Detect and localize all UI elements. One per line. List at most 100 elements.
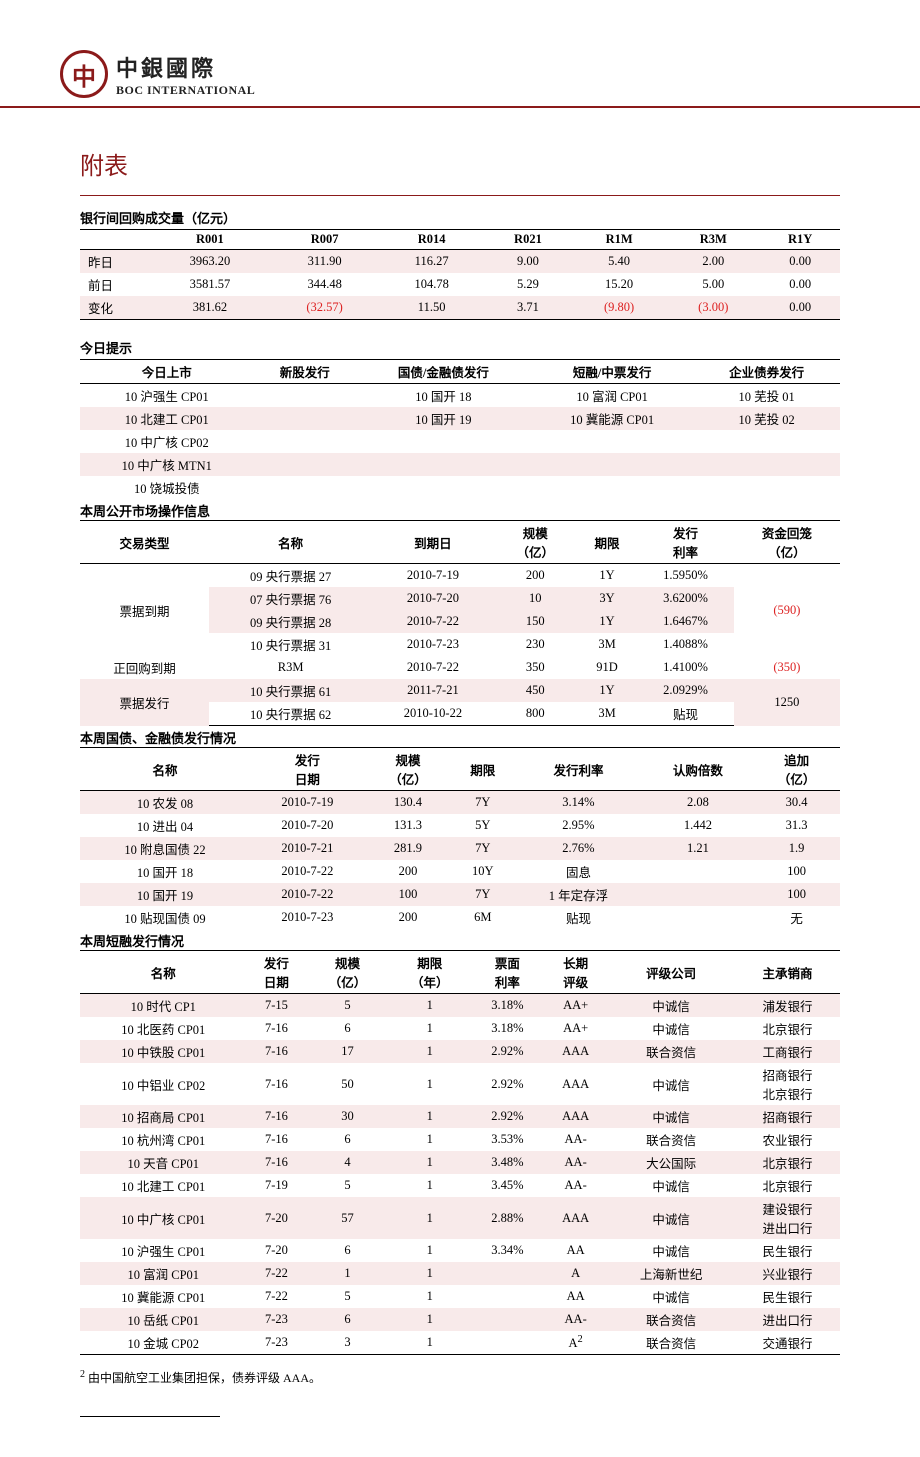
logo-text-en: BOC INTERNATIONAL	[116, 83, 255, 98]
cell: 381.62	[150, 296, 270, 320]
cell: 450	[494, 679, 577, 702]
cell	[254, 430, 356, 453]
row-label: 变化	[80, 296, 150, 320]
cell: 344.48	[270, 273, 380, 296]
cell: A2	[544, 1331, 608, 1355]
table-row: 10 国开 182010-7-2220010Y固息100	[80, 860, 840, 883]
cell: 3581.57	[150, 273, 270, 296]
cell: 10 中广核 MTN1	[80, 453, 254, 476]
omo-type: 票据到期	[80, 564, 209, 657]
logo: 中 中銀國際 BOC INTERNATIONAL	[60, 50, 255, 98]
cell: 10 中铁股 CP01	[80, 1040, 247, 1063]
row-label: 前日	[80, 273, 150, 296]
cell: AA+	[544, 994, 608, 1018]
cell: 1	[389, 1017, 471, 1040]
cell: 1	[389, 1308, 471, 1331]
cell: 10 杭州湾 CP01	[80, 1128, 247, 1151]
cell: 北京银行	[735, 1151, 840, 1174]
table-row: 10 北建工 CP0110 国开 1910 冀能源 CP0110 芜投 02	[80, 407, 840, 430]
bond-col: 名称	[80, 748, 250, 791]
omo-recall: (350)	[734, 656, 840, 679]
table-header-row: R001R007R014R021R1MR3MR1Y	[80, 230, 840, 250]
tips-col: 今日上市	[80, 360, 254, 384]
cell: 中诚信	[607, 1017, 735, 1040]
cell: 1	[389, 1174, 471, 1197]
omo-section-title: 本周公开市场操作信息	[80, 501, 840, 520]
cell: 中诚信	[607, 1239, 735, 1262]
cell: 3963.20	[150, 250, 270, 274]
table-row: 昨日3963.20311.90116.279.005.402.000.00	[80, 250, 840, 274]
cell: 2.95%	[514, 814, 642, 837]
cell: 57	[306, 1197, 388, 1239]
cp-section-title: 本周短融发行情况	[80, 931, 840, 950]
table-row: 10 沪强生 CP0110 国开 1810 富润 CP0110 芜投 01	[80, 384, 840, 408]
cp-col: 评级公司	[607, 951, 735, 994]
cell: 116.27	[379, 250, 483, 274]
cp-col: 发行日期	[247, 951, 307, 994]
table-row: 10 沪强生 CP017-20613.34%AA中诚信民生银行	[80, 1239, 840, 1262]
omo-type: 正回购到期	[80, 656, 209, 679]
table-row: 10 农发 082010-7-19130.47Y3.14%2.0830.4	[80, 791, 840, 815]
cell: 2.08	[643, 791, 754, 815]
cell	[254, 453, 356, 476]
cell: 联合资信	[607, 1331, 735, 1355]
cell: 100	[365, 883, 452, 906]
cell: 2010-7-19	[250, 791, 364, 815]
table-row: 10 中广核 MTN1	[80, 453, 840, 476]
cell: 30.4	[753, 791, 840, 815]
cell: 2010-10-22	[372, 702, 493, 726]
cell: 10 招商局 CP01	[80, 1105, 247, 1128]
omo-col: 到期日	[372, 521, 493, 564]
table-row: 10 富润 CP017-2211A上海新世纪兴业银行	[80, 1262, 840, 1285]
cell: 3M	[577, 633, 637, 656]
cell: 1	[389, 1262, 471, 1285]
cell: 工商银行	[735, 1040, 840, 1063]
cell: 招商银行	[735, 1105, 840, 1128]
cell: 3.45%	[471, 1174, 544, 1197]
cell: 10 天音 CP01	[80, 1151, 247, 1174]
cell: 2010-7-23	[372, 633, 493, 656]
cell: AA-	[544, 1308, 608, 1331]
omo-col: 期限	[577, 521, 637, 564]
cell: 10 北医药 CP01	[80, 1017, 247, 1040]
cell: 7-20	[247, 1239, 307, 1262]
cell: 中诚信	[607, 1105, 735, 1128]
tips-col: 企业债券发行	[693, 360, 840, 384]
cell: 5Y	[451, 814, 514, 837]
cell: 进出口行	[735, 1308, 840, 1331]
cell: 7-23	[247, 1308, 307, 1331]
page-title: 附表	[80, 128, 840, 196]
cell: 350	[494, 656, 577, 679]
cell: 6	[306, 1128, 388, 1151]
cell: AA	[544, 1285, 608, 1308]
cell: 1.4088%	[637, 633, 734, 656]
cell: 7-16	[247, 1105, 307, 1128]
cell: A	[544, 1262, 608, 1285]
cell: 09 央行票据 27	[209, 564, 372, 588]
cell: 联合资信	[607, 1128, 735, 1151]
table-row: 10 贴现国债 092010-7-232006M贴现无	[80, 906, 840, 929]
cell: AAA	[544, 1040, 608, 1063]
cell: 1	[389, 1105, 471, 1128]
table-row: 10 饶城投债	[80, 476, 840, 499]
cell: 7-16	[247, 1040, 307, 1063]
table-row: 票据发行10 央行票据 612011-7-214501Y2.0929%1250	[80, 679, 840, 702]
table-row: 10 附息国债 222010-7-21281.97Y2.76%1.211.9	[80, 837, 840, 860]
cell: 5.40	[572, 250, 666, 274]
repo-col: R001	[150, 230, 270, 250]
cell: AA	[544, 1239, 608, 1262]
cell: 7-20	[247, 1197, 307, 1239]
repo-col: R3M	[666, 230, 760, 250]
cell: 30	[306, 1105, 388, 1128]
cell: 10 农发 08	[80, 791, 250, 815]
cell: 5	[306, 1174, 388, 1197]
cell	[356, 476, 531, 499]
cell	[356, 430, 531, 453]
cp-col: 票面利率	[471, 951, 544, 994]
cell: 281.9	[365, 837, 452, 860]
cell: 0.00	[760, 273, 840, 296]
cell: (32.57)	[270, 296, 380, 320]
cell: 中诚信	[607, 994, 735, 1018]
cell: 200	[365, 906, 452, 929]
cell	[531, 476, 694, 499]
